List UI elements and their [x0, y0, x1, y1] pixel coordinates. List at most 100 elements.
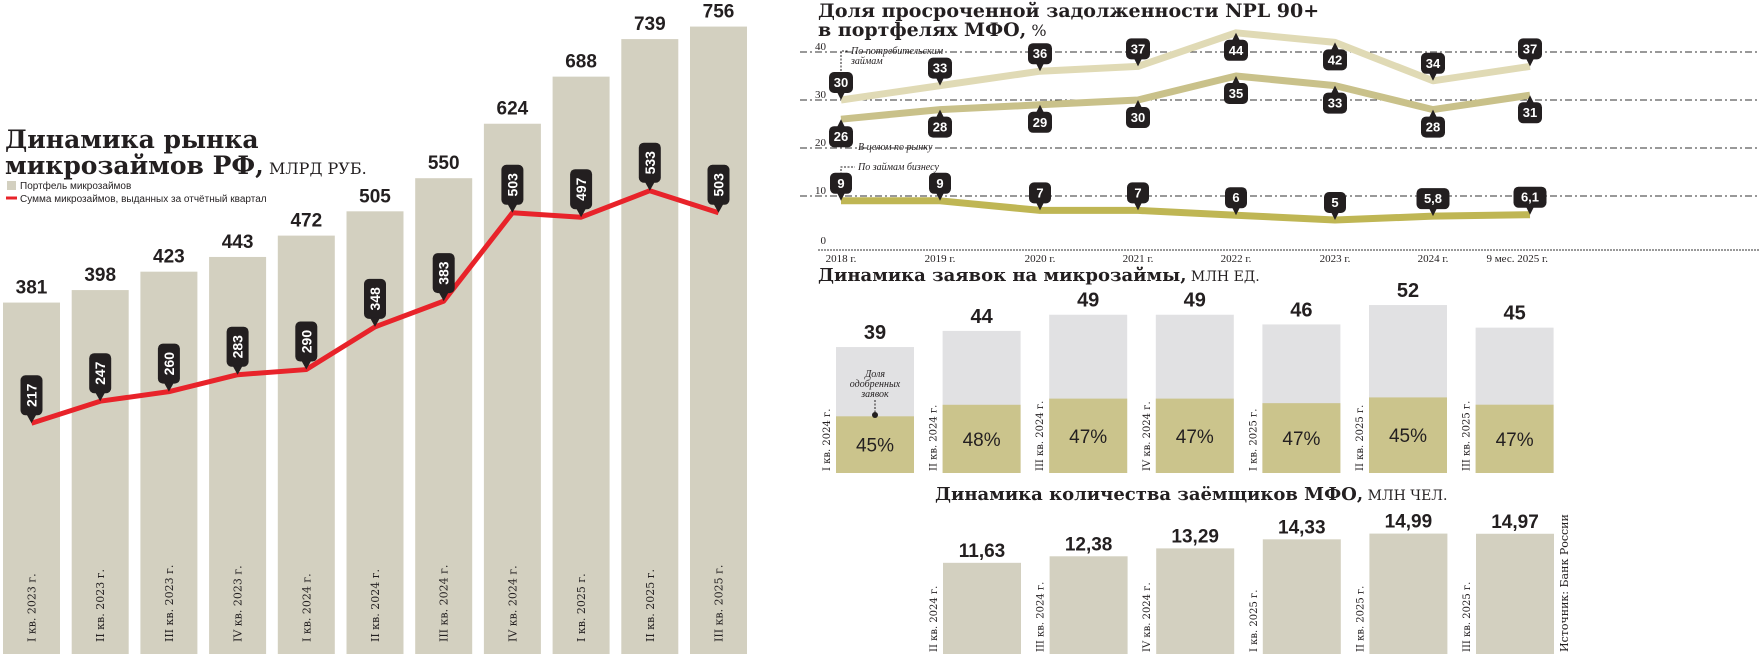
npl-value-label: 30	[834, 75, 848, 90]
pin-tip	[370, 317, 380, 327]
y-tick-label: 40	[815, 41, 827, 53]
npl-value-label: 31	[1523, 105, 1537, 120]
applications-approved-bar	[942, 404, 1021, 473]
portfolio-bar	[3, 302, 60, 654]
npl-series	[841, 197, 1531, 224]
npl-title-line2: в портфелях МФО, %	[818, 19, 1047, 41]
issued-value-label: 348	[367, 287, 383, 311]
pin-body	[1416, 188, 1450, 210]
npl-value-pin: 6,1	[1513, 186, 1547, 215]
x-tick-label: 2021 г.	[1123, 253, 1154, 265]
npl-value-label: 37	[1523, 41, 1537, 56]
pin-tip	[1036, 202, 1044, 211]
quarter-label: I кв. 2025 г.	[1248, 409, 1259, 471]
pin-body	[1224, 39, 1248, 61]
portfolio-bar	[71, 290, 129, 654]
pin-body	[89, 353, 112, 394]
npl-value-label: 35	[1229, 86, 1243, 101]
series-label-consumer-2: займам	[850, 56, 883, 67]
npl-value-pin: 7	[1127, 182, 1149, 211]
npl-value-pin: 28	[928, 109, 952, 138]
quarter-label: II кв. 2024 г.	[929, 405, 940, 471]
y-tick-label: 0	[821, 235, 827, 247]
issued-value-label: 290	[298, 330, 314, 354]
applications-value-label: 39	[864, 322, 886, 344]
npl-series	[840, 29, 1531, 104]
issued-value-pin: 503	[501, 164, 524, 213]
pin-body	[1323, 92, 1347, 114]
npl-value-label: 5,8	[1424, 191, 1442, 206]
npl-title-line1: Доля просроченной задолженности NPL 90+	[818, 0, 1319, 22]
pin-body	[157, 343, 180, 384]
quarter-label: III кв. 2025 г.	[1462, 401, 1473, 471]
pin-tip	[1232, 76, 1240, 84]
issued-value-label: 283	[230, 335, 246, 359]
npl-value-label: 34	[1426, 56, 1441, 71]
pin-body	[1513, 186, 1547, 208]
npl-value-label: 33	[933, 61, 947, 76]
pin-body	[830, 172, 852, 194]
pin-body	[1518, 38, 1542, 60]
portfolio-value-label: 688	[565, 52, 597, 73]
x-tick-label: 9 мес. 2025 г.	[1486, 253, 1548, 265]
npl-value-pin: 44	[1224, 32, 1248, 61]
borrowers-chart: Динамика количества заёмщиков МФО, МЛН Ч…	[929, 484, 1554, 654]
quarter-label: IV кв. 2024 г.	[506, 565, 519, 642]
applications-value-label: 49	[1077, 290, 1099, 312]
issued-value-pin: 383	[432, 253, 455, 302]
pin-tip	[1526, 95, 1534, 104]
approved-share-label: 47%	[1069, 427, 1107, 448]
issued-value-label: 247	[92, 361, 108, 385]
pin-tip	[837, 192, 845, 201]
portfolio-value-label: 550	[428, 153, 460, 174]
borrowers-bar	[1156, 548, 1235, 654]
portfolio-bar	[621, 39, 679, 654]
pin-tip	[1526, 58, 1534, 67]
pin-body	[1029, 182, 1051, 204]
npl-value-pin: 9	[830, 172, 852, 201]
pin-body	[226, 326, 249, 367]
issued-value-label: 503	[504, 173, 520, 197]
annotation-dot	[872, 412, 878, 418]
approved-share-label: 47%	[1282, 429, 1320, 450]
pin-tip	[1429, 208, 1437, 217]
pin-body	[829, 72, 853, 93]
borrowers-title: Динамика количества заёмщиков МФО, МЛН Ч…	[935, 484, 1447, 505]
quarter-label: IV кв. 2024 г.	[1142, 582, 1153, 652]
portfolio-value-label: 381	[16, 278, 48, 299]
portfolio-bar	[209, 256, 267, 654]
pin-tip	[1429, 72, 1437, 81]
pin-tip	[837, 119, 845, 128]
applications-approved-bar	[1155, 398, 1234, 473]
market-title-line2: микрозаймов РФ, МЛРД РУБ.	[5, 151, 367, 180]
pin-tip	[1134, 202, 1142, 211]
quarter-label: I кв. 2023 г.	[26, 573, 39, 642]
borrowers-value-label: 14,97	[1491, 512, 1539, 533]
pin-tip	[1134, 58, 1142, 67]
borrowers-bar	[1476, 533, 1554, 654]
npl-value-label: 5	[1331, 195, 1338, 210]
applications-value-label: 44	[970, 306, 993, 328]
issued-value-pin: 247	[89, 353, 112, 402]
npl-value-pin: 35	[1224, 76, 1248, 104]
pin-tip	[936, 77, 944, 86]
leader-line	[840, 166, 855, 178]
legend-portfolio: Портфель микрозаймов	[20, 180, 131, 192]
pin-tip	[1526, 206, 1534, 215]
npl-value-label: 6,1	[1521, 190, 1539, 205]
npl-value-label: 29	[1033, 115, 1047, 130]
series-label-overall: В целом по рынку	[858, 142, 933, 153]
quarter-label: I кв. 2025 г.	[1249, 590, 1260, 652]
npl-value-label: 30	[1131, 110, 1145, 125]
pin-tip	[713, 203, 724, 213]
npl-value-label: 6	[1232, 190, 1239, 205]
issued-value-label: 260	[161, 352, 177, 376]
npl-series	[840, 72, 1531, 123]
pin-tip	[438, 292, 449, 302]
borrowers-value-label: 13,29	[1171, 526, 1219, 547]
pin-body	[1028, 43, 1052, 65]
borrowers-value-label: 14,33	[1278, 517, 1326, 538]
quarter-label: I кв. 2024 г.	[300, 573, 313, 642]
quarter-label: II кв. 2025 г.	[644, 569, 657, 642]
portfolio-value-label: 624	[497, 99, 529, 120]
